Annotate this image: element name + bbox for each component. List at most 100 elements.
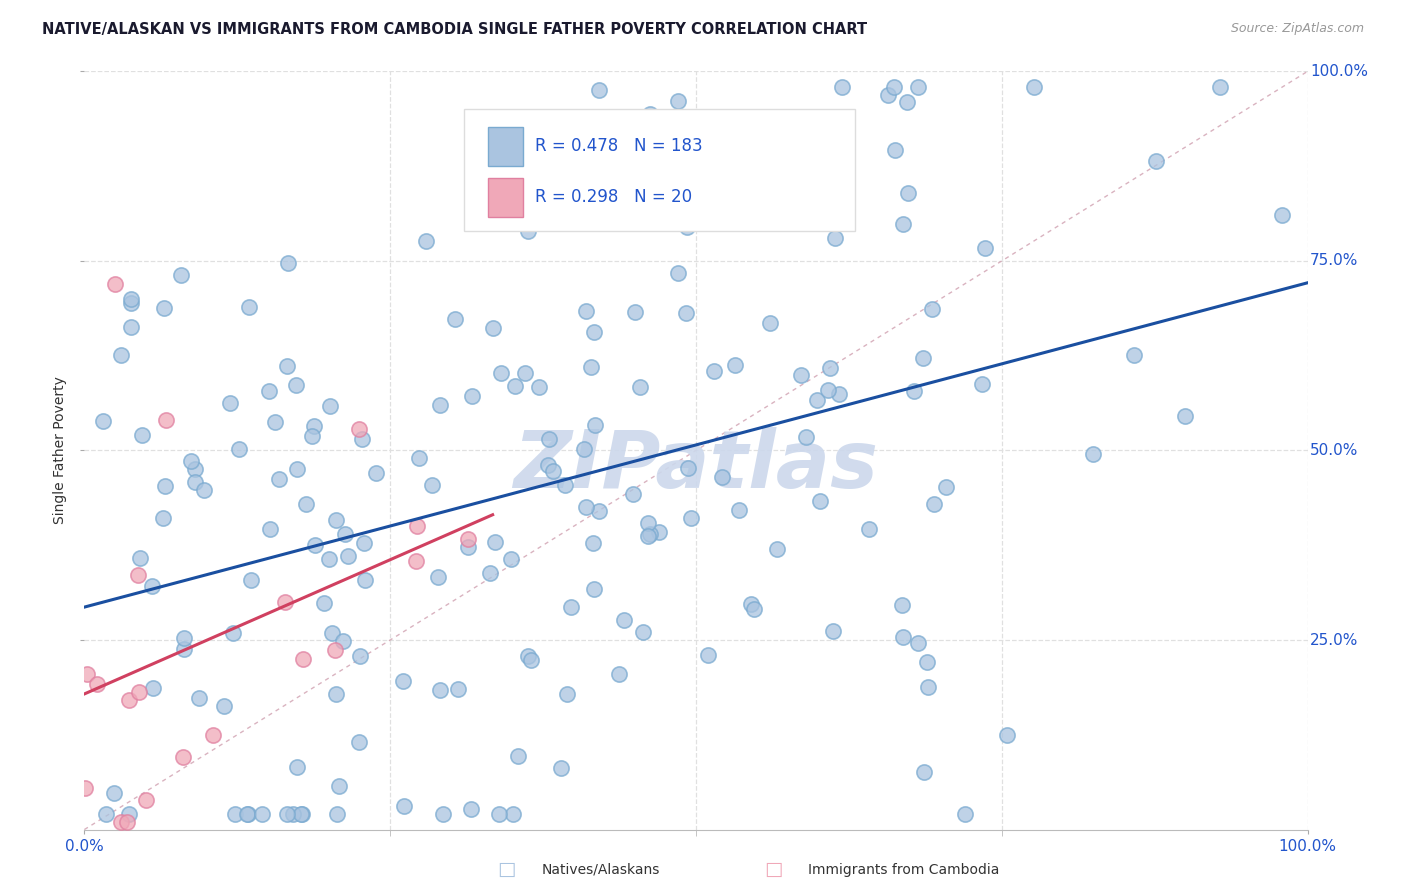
Point <box>884 143 907 157</box>
Point <box>897 186 920 201</box>
Point <box>304 418 326 433</box>
Point <box>758 316 780 330</box>
Point <box>349 421 371 435</box>
Point <box>478 566 501 580</box>
Point <box>543 464 565 478</box>
Text: ZIPatlas: ZIPatlas <box>513 426 879 505</box>
Point <box>325 687 347 701</box>
Point <box>318 399 340 413</box>
Point <box>276 807 298 822</box>
Point <box>291 807 314 822</box>
Point <box>588 503 610 517</box>
FancyBboxPatch shape <box>464 109 855 230</box>
Point <box>408 450 430 465</box>
Point <box>806 392 828 407</box>
Point <box>583 325 606 339</box>
Point <box>117 815 139 830</box>
Point <box>461 389 484 403</box>
Point <box>1144 154 1167 169</box>
Point <box>93 414 115 428</box>
Point <box>675 306 697 320</box>
Point <box>765 541 787 556</box>
Point <box>481 321 503 335</box>
Point <box>1024 79 1046 94</box>
Point <box>457 541 479 555</box>
Point <box>337 549 360 563</box>
Point <box>103 786 125 800</box>
Point <box>276 359 298 373</box>
Point <box>285 378 308 392</box>
Point <box>724 359 747 373</box>
Point <box>257 384 280 398</box>
Point <box>631 624 654 639</box>
Point <box>142 681 165 696</box>
Point <box>283 807 305 822</box>
Point <box>679 511 702 525</box>
Point <box>129 550 152 565</box>
Point <box>1174 409 1197 423</box>
Text: 75.0%: 75.0% <box>1310 253 1358 268</box>
Point <box>277 256 299 270</box>
Point <box>613 613 636 627</box>
Point <box>797 199 820 213</box>
Point <box>501 552 523 566</box>
Point <box>891 630 914 644</box>
Point <box>710 470 733 484</box>
Point <box>831 79 853 94</box>
Point <box>531 112 554 126</box>
Point <box>1083 447 1105 461</box>
Point <box>903 384 925 398</box>
Point <box>924 497 946 511</box>
Point <box>323 643 346 657</box>
Point <box>321 625 343 640</box>
Text: □: □ <box>763 860 783 880</box>
Point <box>972 376 994 391</box>
Point <box>921 301 943 316</box>
Point <box>269 472 291 486</box>
Text: NATIVE/ALASKAN VS IMMIGRANTS FROM CAMBODIA SINGLE FATHER POVERTY CORRELATION CHA: NATIVE/ALASKAN VS IMMIGRANTS FROM CAMBOD… <box>42 22 868 37</box>
Point <box>318 552 340 566</box>
Point <box>236 807 259 822</box>
Point <box>228 442 250 456</box>
Point <box>295 497 318 511</box>
Point <box>907 636 929 650</box>
Point <box>274 595 297 609</box>
Point <box>153 301 176 315</box>
FancyBboxPatch shape <box>488 127 523 166</box>
Point <box>264 415 287 429</box>
Point <box>332 633 354 648</box>
Point <box>443 311 465 326</box>
Point <box>1270 208 1292 222</box>
Point <box>239 573 262 587</box>
Point <box>250 807 273 822</box>
Point <box>127 567 149 582</box>
Point <box>187 691 209 706</box>
Point <box>827 387 849 401</box>
Point <box>808 494 831 508</box>
Point <box>432 806 454 821</box>
Point <box>575 500 598 514</box>
Text: R = 0.298   N = 20: R = 0.298 N = 20 <box>534 188 692 206</box>
Point <box>583 417 606 432</box>
Point <box>291 652 314 666</box>
Point <box>172 749 194 764</box>
Point <box>429 683 451 698</box>
Point <box>890 598 912 612</box>
Point <box>537 433 560 447</box>
Point <box>73 781 96 796</box>
Point <box>517 224 540 238</box>
Point <box>328 779 350 793</box>
Point <box>973 241 995 255</box>
Point <box>572 442 595 457</box>
Point <box>131 428 153 442</box>
Point <box>170 268 193 283</box>
Point <box>579 194 602 208</box>
Point <box>896 95 918 110</box>
Point <box>457 532 479 546</box>
Point <box>637 529 659 543</box>
Point <box>405 554 427 568</box>
Point <box>219 395 242 409</box>
Point <box>86 677 108 691</box>
Point <box>703 364 725 378</box>
Point <box>110 348 132 362</box>
